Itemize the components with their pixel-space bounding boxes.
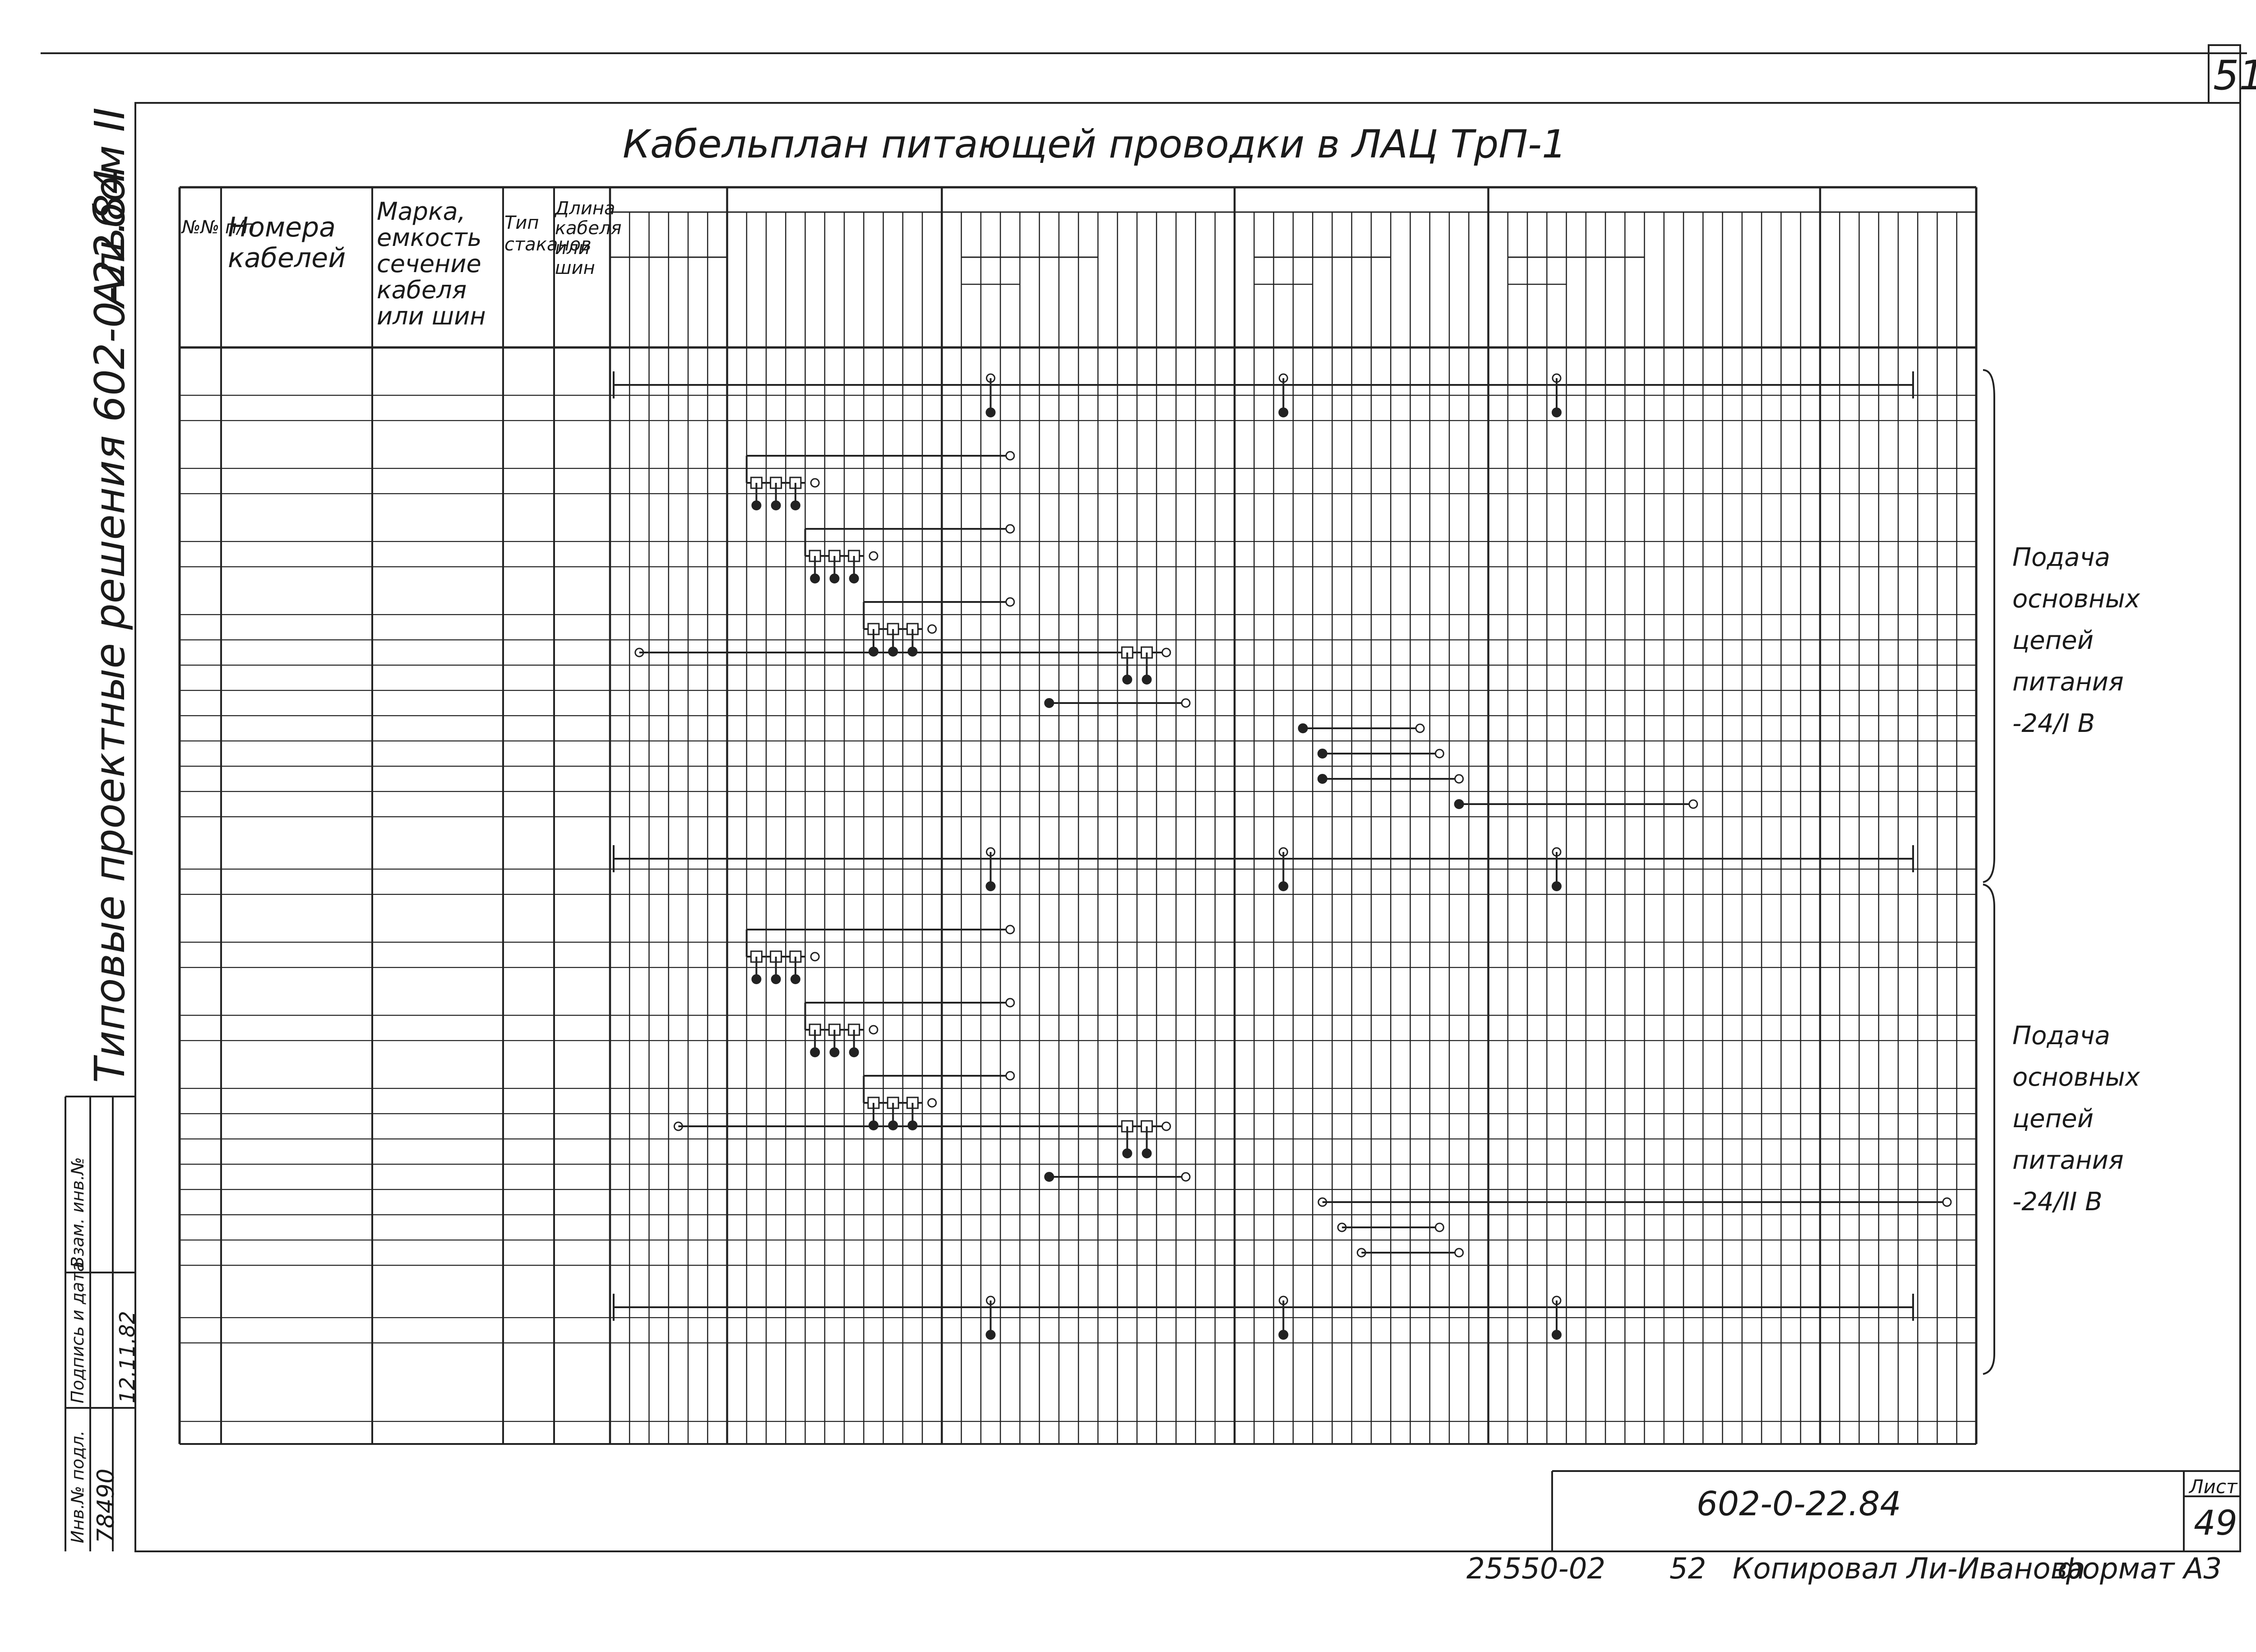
footer-format: формат А3 (2057, 1552, 2222, 1586)
footer-copied: Копировал Ли-Иванова (1733, 1552, 2085, 1586)
series-label: Типовые проектные решения 602-0-22.84 (86, 167, 134, 1083)
sign-label: Подпись и дата (68, 1261, 88, 1403)
col-numbers-header: Номера кабелей (228, 212, 346, 274)
col-length-header: Длина кабеля или шин (555, 198, 622, 278)
cable-marks (613, 371, 1952, 1340)
table-grid (178, 186, 1978, 1445)
page-title: Кабельплан питающей проводки в ЛАЦ ТрП-1 (623, 122, 1567, 167)
col-nn-header: №№ п/п (182, 217, 255, 238)
list-number: 49 (2194, 1503, 2238, 1543)
inv-label: Инв.№ подл. (68, 1430, 88, 1543)
col-mark-header: Марка, емкость сечение кабеля или шин (377, 197, 486, 330)
drawing-frame (41, 44, 2247, 1552)
footer-page: 52 (1669, 1552, 1706, 1586)
replace-label: Взам. инв.№ (68, 1157, 88, 1268)
note-24-i: Подача основных цепей питания -24/I В (2012, 543, 2140, 738)
inv-value: 78490 (92, 1468, 120, 1543)
note-24-ii: Подача основных цепей питания -24/II В (2012, 1021, 2140, 1217)
list-label: Лист (2189, 1476, 2238, 1498)
sign-value: 12.11.82 (115, 1311, 139, 1403)
sheet-number: 51 (2213, 52, 2256, 99)
col-type-header: Тип стаканов (504, 213, 592, 255)
stamp-code: 602-0-22.84 (1697, 1485, 1901, 1523)
footer-order: 25550-02 (1466, 1552, 1606, 1586)
